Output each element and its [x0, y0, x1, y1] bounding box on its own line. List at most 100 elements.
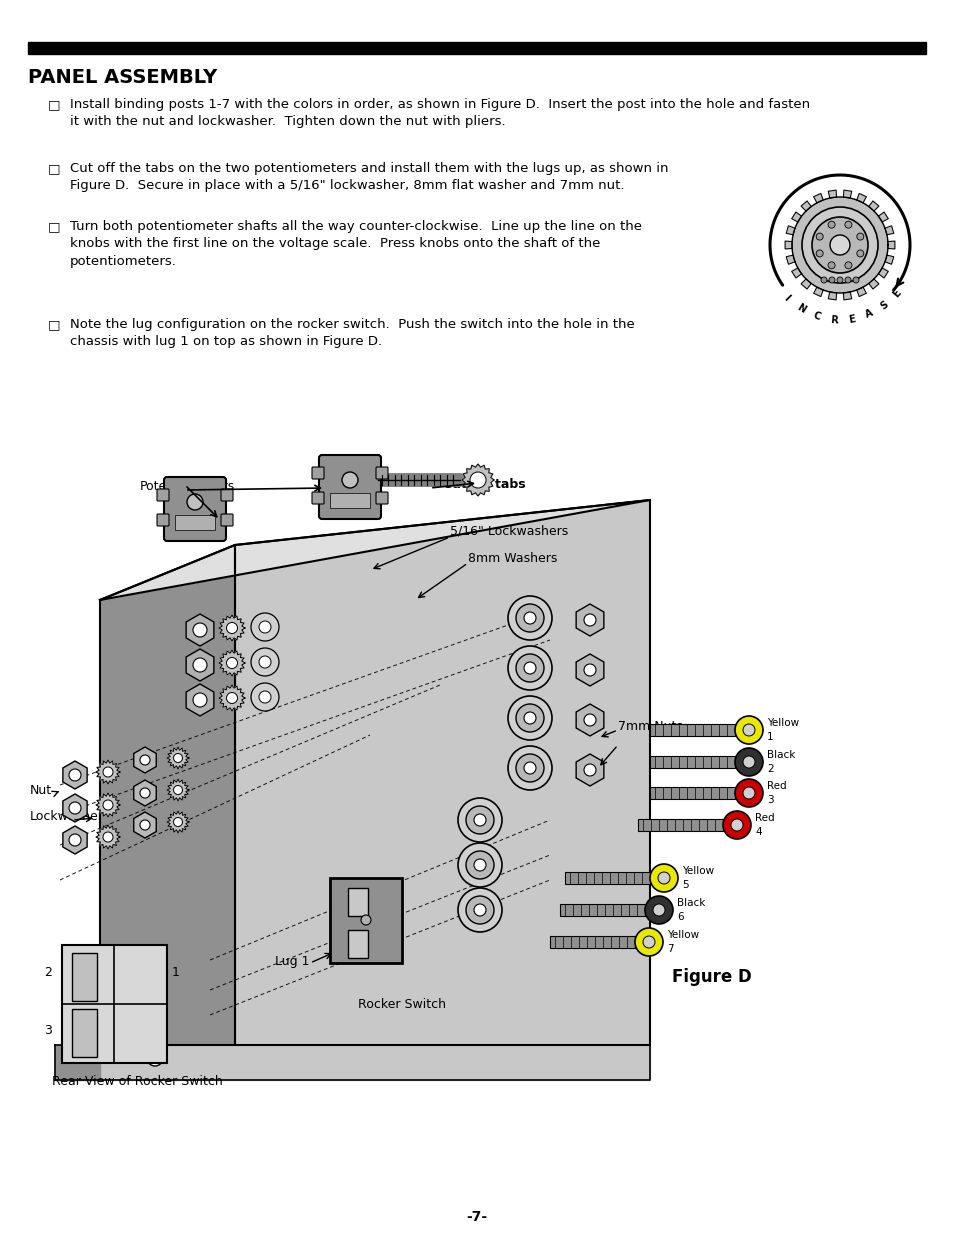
Circle shape	[816, 233, 822, 240]
FancyBboxPatch shape	[312, 467, 324, 479]
Text: 3: 3	[44, 1024, 52, 1036]
Text: 4: 4	[754, 827, 760, 837]
Polygon shape	[878, 212, 887, 222]
Bar	[564, 872, 649, 884]
Text: Black: Black	[677, 898, 704, 908]
Circle shape	[642, 936, 655, 948]
Text: Yellow: Yellow	[666, 930, 699, 940]
Circle shape	[251, 683, 278, 711]
Text: 7mm Nuts: 7mm Nuts	[618, 720, 682, 734]
Circle shape	[516, 704, 543, 732]
Circle shape	[583, 664, 596, 676]
Circle shape	[507, 646, 552, 690]
Circle shape	[193, 693, 207, 706]
Circle shape	[722, 811, 750, 839]
Circle shape	[69, 802, 81, 814]
Circle shape	[457, 888, 501, 932]
Polygon shape	[842, 190, 851, 198]
Circle shape	[516, 604, 543, 632]
Circle shape	[836, 277, 842, 283]
FancyBboxPatch shape	[221, 514, 233, 526]
Text: PANEL ASSEMBLY: PANEL ASSEMBLY	[28, 68, 217, 86]
Circle shape	[652, 904, 664, 916]
Polygon shape	[55, 1045, 649, 1079]
Text: 2: 2	[766, 764, 773, 774]
Circle shape	[844, 277, 850, 283]
Text: S: S	[878, 299, 889, 311]
Circle shape	[147, 1050, 163, 1066]
Polygon shape	[868, 201, 878, 211]
Polygon shape	[133, 781, 156, 806]
Circle shape	[474, 904, 485, 916]
Bar	[71, 1009, 97, 1057]
Text: 1: 1	[172, 967, 180, 979]
Text: 7: 7	[666, 944, 673, 953]
FancyBboxPatch shape	[164, 477, 226, 541]
Polygon shape	[461, 464, 494, 496]
Circle shape	[856, 233, 862, 240]
Circle shape	[226, 693, 237, 704]
Circle shape	[341, 472, 357, 488]
Text: Yellow: Yellow	[766, 718, 799, 727]
Circle shape	[457, 798, 501, 842]
Circle shape	[193, 622, 207, 637]
Text: Rear View of Rocker Switch: Rear View of Rocker Switch	[52, 1074, 222, 1088]
Circle shape	[844, 221, 851, 228]
Circle shape	[474, 860, 485, 871]
Text: R: R	[829, 315, 838, 325]
Circle shape	[360, 915, 371, 925]
Polygon shape	[219, 650, 245, 676]
Circle shape	[734, 716, 762, 743]
Circle shape	[829, 235, 849, 254]
Circle shape	[635, 927, 662, 956]
Bar	[638, 819, 722, 831]
FancyBboxPatch shape	[157, 514, 169, 526]
Bar	[348, 930, 368, 958]
Circle shape	[103, 767, 112, 777]
Text: Red: Red	[766, 781, 786, 790]
Text: Note the lug configuration on the rocker switch.  Push the switch into the hole : Note the lug configuration on the rocker…	[70, 317, 634, 348]
Polygon shape	[167, 779, 189, 802]
Circle shape	[69, 834, 81, 846]
Bar	[62, 945, 167, 1063]
Bar	[559, 904, 644, 916]
Polygon shape	[186, 684, 213, 716]
Text: 5: 5	[681, 881, 688, 890]
Polygon shape	[186, 650, 213, 680]
Circle shape	[523, 762, 536, 774]
Circle shape	[516, 655, 543, 682]
Polygon shape	[856, 194, 865, 203]
Polygon shape	[791, 212, 801, 222]
Text: Yellow: Yellow	[681, 866, 714, 876]
Circle shape	[856, 249, 862, 257]
Polygon shape	[576, 604, 603, 636]
Text: 5/16" Lockwashers: 5/16" Lockwashers	[450, 525, 568, 538]
Polygon shape	[884, 256, 893, 264]
Polygon shape	[576, 704, 603, 736]
FancyBboxPatch shape	[330, 878, 401, 963]
Circle shape	[69, 769, 81, 781]
FancyBboxPatch shape	[375, 492, 388, 504]
Text: Black: Black	[766, 750, 795, 760]
Polygon shape	[133, 747, 156, 773]
Circle shape	[734, 779, 762, 806]
Text: -7-: -7-	[466, 1210, 487, 1224]
Circle shape	[649, 864, 678, 892]
Circle shape	[258, 621, 271, 634]
Polygon shape	[186, 614, 213, 646]
Text: E: E	[890, 288, 902, 299]
Circle shape	[801, 207, 877, 283]
Text: A: A	[862, 308, 874, 320]
Circle shape	[173, 785, 182, 794]
Polygon shape	[813, 194, 822, 203]
Circle shape	[258, 692, 271, 703]
Polygon shape	[96, 825, 120, 848]
Polygon shape	[827, 190, 836, 198]
Circle shape	[507, 597, 552, 640]
Text: I: I	[781, 293, 791, 303]
Text: □: □	[48, 220, 60, 233]
Circle shape	[140, 820, 150, 830]
Circle shape	[742, 756, 754, 768]
Polygon shape	[219, 685, 245, 711]
Circle shape	[827, 221, 834, 228]
